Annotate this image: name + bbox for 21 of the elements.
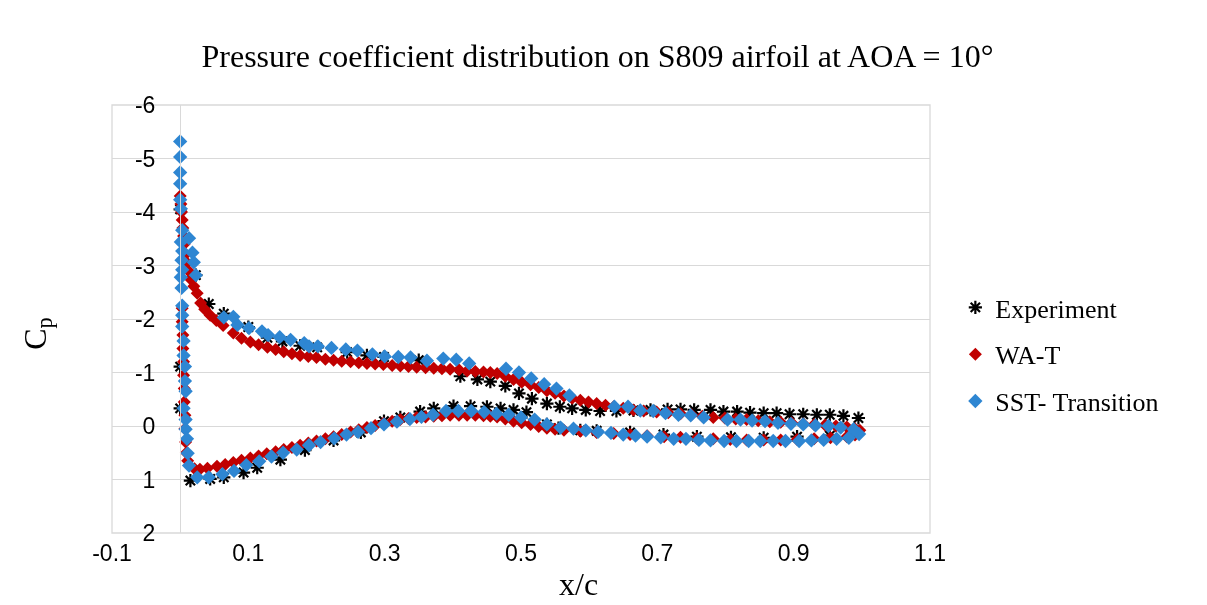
x-tick-label: 0.5	[505, 540, 537, 566]
x-axis-title: x/c	[559, 566, 599, 602]
y-tick-label: 0	[142, 413, 156, 440]
x-tick-label: 0.7	[641, 540, 674, 566]
x-tick-label: 0.1	[232, 540, 265, 566]
y-tick-label: 2	[142, 520, 156, 547]
y-tick-label: -2	[134, 306, 156, 333]
y-tick-label: -4	[134, 199, 156, 226]
y-tick-label: -5	[134, 145, 156, 172]
y-tick-label: -6	[134, 92, 156, 119]
y-tick-label: -1	[134, 359, 156, 386]
x-tick-label: -0.1	[92, 540, 132, 566]
x-tick-label: 0.9	[777, 540, 810, 566]
x-tick-label: 0.3	[368, 540, 401, 566]
legend-label: Experiment	[995, 294, 1118, 324]
x-tick-label: 1.1	[914, 540, 946, 566]
legend-label: SST- Transition	[995, 388, 1159, 418]
y-tick-label: 1	[142, 466, 156, 493]
chart-title: Pressure coefficient distribution on S809 airfoil at AOA = 10°	[201, 38, 994, 75]
y-tick-label: -3	[134, 252, 156, 279]
legend-label: WA-T	[995, 341, 1061, 371]
